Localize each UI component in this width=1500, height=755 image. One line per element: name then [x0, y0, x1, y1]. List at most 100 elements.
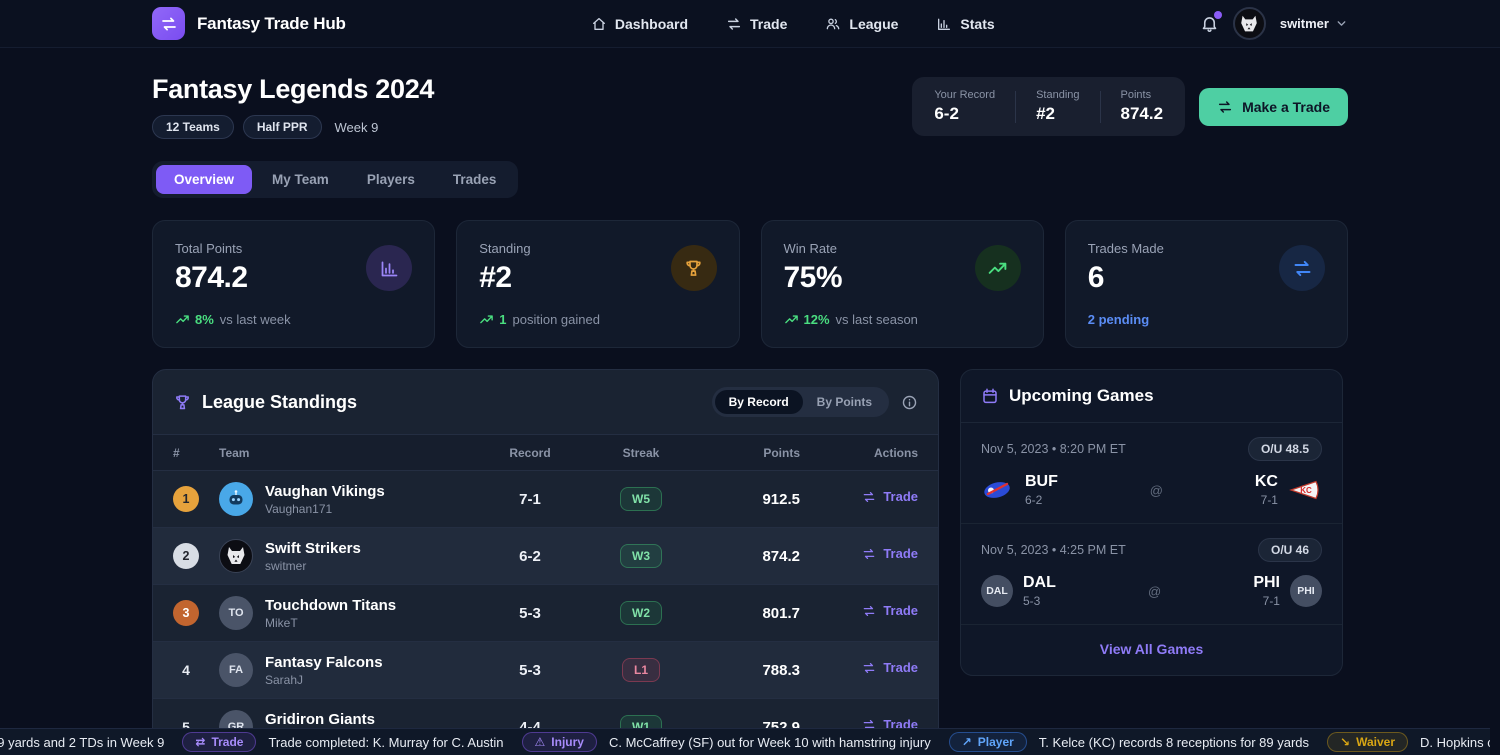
swap-icon [862, 661, 876, 675]
record-value: 6-2 [934, 104, 959, 123]
chevron-down-icon [1335, 17, 1348, 30]
ticker-badge-label: Injury [551, 735, 584, 749]
standings-rows: 1 Vaughan Vikings Vaughan171 [153, 471, 938, 755]
wolf-avatar-icon [227, 547, 245, 564]
ticker-badge-icon: ⚠ [534, 735, 546, 749]
trending-up-icon [784, 312, 799, 327]
ticker-badge-icon: ↘ [1340, 735, 1351, 749]
standing-value: #2 [1036, 104, 1055, 123]
toggle-by-points[interactable]: By Points [816, 395, 872, 409]
calendar-icon [981, 387, 999, 405]
game-date: Nov 5, 2023 • 4:25 PM ET [981, 543, 1126, 557]
brand[interactable]: Fantasy Trade Hub [152, 7, 346, 40]
game-row: Nov 5, 2023 • 4:25 PM ET O/U 46 DAL DAL … [961, 524, 1342, 625]
stat-card-total-points: Total Points 874.2 8% vs last week [152, 220, 436, 348]
nav-links: Dashboard Trade League Stats [551, 16, 995, 32]
user-menu[interactable]: switmer [1280, 16, 1348, 31]
team-owner: MikeT [265, 615, 298, 630]
points-value: 874.2 [1120, 104, 1164, 123]
users-icon [825, 16, 841, 32]
nav-item-stats[interactable]: Stats [936, 16, 995, 32]
nav-item-dashboard[interactable]: Dashboard [591, 16, 688, 32]
tab-overview[interactable]: Overview [156, 165, 253, 194]
avatar-initials: TO [228, 607, 244, 619]
teams-badge: 12 Teams [152, 115, 234, 139]
ticker-text: C. McCaffrey (SF) out for Week 10 with h… [608, 734, 931, 750]
trade-action-link[interactable]: Trade [862, 546, 918, 561]
trade-action-link[interactable]: Trade [862, 603, 918, 618]
nav-item-league[interactable]: League [825, 16, 898, 32]
bills-logo [984, 482, 1010, 498]
tab-players[interactable]: Players [366, 172, 415, 187]
nav-item-trade[interactable]: Trade [726, 16, 787, 32]
tab-my-team[interactable]: My Team [272, 172, 329, 187]
swap-icon [862, 490, 876, 504]
team-name: Fantasy Falcons [265, 653, 383, 671]
streak-badge: W5 [620, 487, 662, 511]
wolf-avatar-icon [1241, 15, 1258, 31]
nav-item-label: League [849, 15, 899, 32]
trending-up-icon [479, 312, 494, 327]
team-owner: SarahJ [265, 672, 304, 687]
team-name: Gridiron Giants [265, 710, 376, 728]
away-team-abbr: DAL [1023, 574, 1056, 591]
at-sign: @ [1149, 482, 1163, 498]
points-label: Points [1120, 89, 1152, 101]
tab-trades[interactable]: Trades [452, 172, 497, 187]
pending-trades-text: 2 pending [1087, 312, 1150, 327]
rank-badge: 3 [173, 600, 199, 626]
notifications-button[interactable] [1200, 11, 1222, 33]
toggle-by-record[interactable]: By Record [714, 390, 803, 414]
ticker-badge: ↘ Waiver [1327, 732, 1408, 752]
streak-badge: L1 [621, 658, 660, 682]
trade-action-label: Trade [883, 660, 918, 676]
stat-value: 75% [783, 261, 843, 294]
trade-action-label: Trade [883, 603, 918, 619]
away-team-record: 6-2 [1025, 493, 1043, 507]
upcoming-games-panel: Upcoming Games Nov 5, 2023 • 8:20 PM ET … [960, 369, 1343, 676]
ticker-badge-icon: ↗ [961, 735, 972, 749]
trending-up-icon [175, 312, 190, 327]
swap-icon [862, 547, 876, 561]
team-avatar: TO [219, 596, 253, 630]
col-points: Points [763, 445, 800, 460]
team-points: 874.2 [762, 547, 800, 565]
col-record: Record [509, 445, 551, 460]
stat-delta: 1 [499, 312, 507, 327]
game-date: Nov 5, 2023 • 8:20 PM ET [981, 442, 1126, 456]
view-tabs: Overview My Team Players Trades [152, 161, 519, 198]
stat-label: Standing [479, 241, 531, 256]
bar-chart-icon [936, 16, 952, 32]
sort-toggle: By Record By Points [711, 387, 889, 417]
team-record: 6-2 [519, 547, 541, 565]
ticker-text: T. Kelce (KC) records 8 receptions for 8… [1038, 734, 1310, 750]
home-team-record: 7-1 [1262, 594, 1280, 608]
nav-item-label: Trade [750, 15, 788, 32]
stat-label: Trades Made [1087, 241, 1164, 256]
stat-card-win-rate: Win Rate 75% 12% vs last season [760, 220, 1044, 348]
stat-delta: 8% [195, 312, 214, 327]
ticker-badge-label: Waiver [1356, 735, 1395, 749]
trade-action-link[interactable]: Trade [862, 660, 918, 675]
trophy-icon [670, 245, 717, 291]
make-trade-button[interactable]: Make a Trade [1199, 87, 1348, 126]
ticker-badge-icon: ⇄ [195, 735, 206, 749]
team-record: 5-3 [519, 604, 541, 622]
team-record: 7-1 [519, 490, 541, 508]
eagles-logo: PHI [1289, 575, 1322, 607]
stat-value: 874.2 [175, 261, 248, 294]
week-label: Week 9 [334, 119, 379, 135]
view-all-games-link[interactable]: View All Games [1099, 641, 1204, 657]
team-points: 788.3 [762, 661, 800, 679]
team-name: Swift Strikers [265, 539, 361, 557]
info-icon[interactable] [901, 394, 918, 411]
team-avatar [219, 539, 253, 573]
user-avatar[interactable] [1232, 7, 1266, 40]
col-actions: Actions [873, 445, 918, 460]
bar-chart-icon [366, 245, 413, 291]
record-label: Your Record [934, 89, 996, 101]
trade-action-link[interactable]: Trade [862, 489, 918, 504]
stat-delta-text: vs last season [835, 312, 918, 327]
team-points: 912.5 [762, 490, 800, 508]
brand-name: Fantasy Trade Hub [197, 13, 346, 33]
